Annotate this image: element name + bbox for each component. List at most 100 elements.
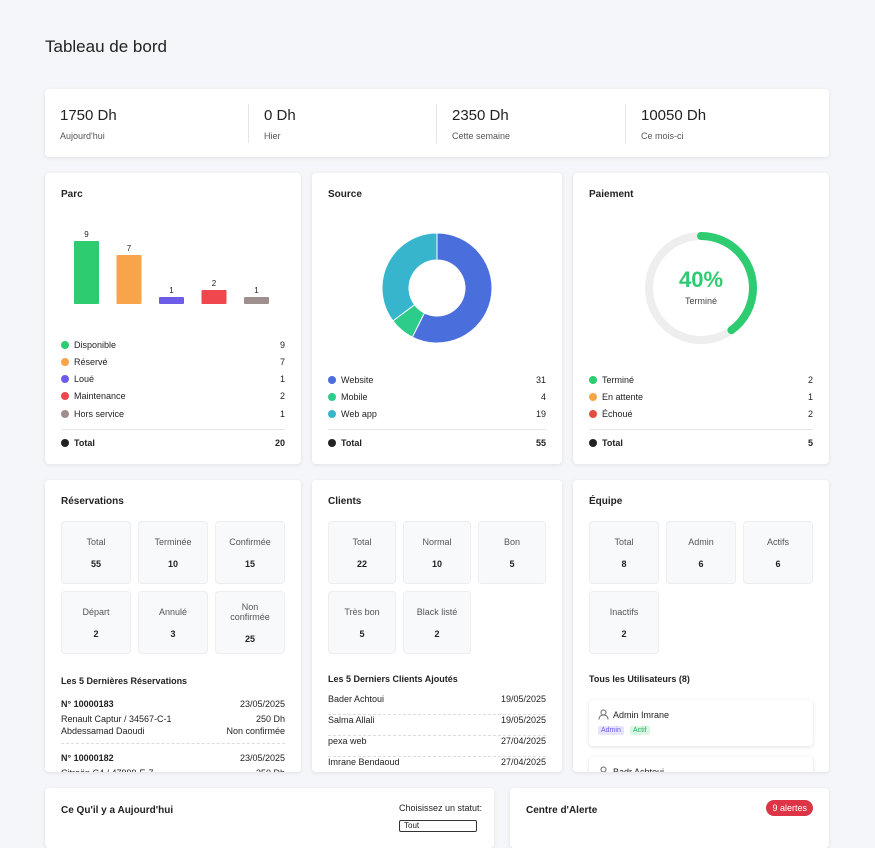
client-name: Bader Achtoui — [328, 694, 385, 704]
legend-label: Loué — [74, 374, 95, 385]
stat-value: 1750 Dh — [60, 107, 117, 124]
section-title: Les 5 Derniers Clients Ajoutés — [328, 674, 458, 684]
card-title: Réservations — [61, 496, 124, 507]
section-title: Tous les Utilisateurs (8) — [589, 674, 690, 684]
stat-box: Très bon 5 — [328, 591, 396, 654]
card-title: Parc — [61, 189, 83, 200]
stat-box: Confirmée 15 — [215, 521, 285, 584]
reservation-status: Non confirmée — [226, 726, 285, 736]
legend-row: Hors service 1 — [61, 405, 285, 422]
divider — [625, 104, 626, 143]
reservation-head: N° 10000183 23/05/2025 — [61, 699, 285, 709]
legend-row: Loué 1 — [61, 371, 285, 388]
box-value: 25 — [244, 633, 255, 644]
legend-label: Terminé — [602, 374, 635, 385]
legend-label: Web app — [341, 409, 377, 420]
total-row: Total 20 — [61, 434, 285, 451]
reservation-vehicle: Citroën C4 / 47999-E-7 — [61, 768, 154, 772]
reservation-client: Abdessamad Daoudi — [61, 726, 145, 736]
reservation-number: N° 10000182 — [61, 753, 114, 763]
box-value: 10 — [167, 558, 178, 569]
legend-row: Réservé 7 — [61, 353, 285, 370]
client-row: Bader Achtoui 19/05/2025 — [328, 694, 546, 715]
bar-label: 7 — [127, 244, 132, 253]
client-row: Imrane Bendaoud 27/04/2025 — [328, 757, 546, 772]
user-icon — [598, 709, 609, 720]
role-badge: Actif — [630, 726, 650, 735]
reservation-vehicle-row: Renault Captur / 34567-C-1 250 Dh — [61, 714, 285, 724]
card-title: Centre d'Alerte — [526, 805, 598, 816]
alert-badge: 9 alertes — [766, 800, 813, 816]
stat-box: Inactifs 2 — [589, 591, 659, 654]
total-row: Total 55 — [328, 434, 546, 451]
reservation-head: N° 10000182 23/05/2025 — [61, 753, 285, 763]
separator — [328, 429, 546, 430]
box-label: Black listé — [416, 606, 458, 617]
legend-dot — [328, 392, 336, 401]
client-name: Imrane Bendaoud — [328, 757, 400, 767]
status-select[interactable]: Tout — [399, 820, 477, 832]
legend-value: 7 — [279, 356, 285, 367]
box-value: 15 — [244, 558, 255, 569]
stat-box: Normal 10 — [403, 521, 471, 584]
stat-grid: Total 55 Terminée 10 Confirmée 15 Départ 2 Annul… — [61, 521, 285, 654]
stat-box: Total 8 — [589, 521, 659, 584]
source-card: Source Website 31 Mobile 4 Web app 19 Total 55 — [312, 173, 562, 464]
divider — [248, 104, 249, 143]
stat-box: Black listé 2 — [403, 591, 471, 654]
box-label: Annulé — [158, 606, 188, 617]
legend-row: Website 31 — [328, 371, 546, 388]
legend-label: Échoué — [602, 409, 633, 420]
stat-label: Aujourd'hui — [60, 131, 105, 141]
box-label: Inactifs — [609, 606, 639, 617]
client-date: 19/05/2025 — [500, 694, 546, 704]
legend-row: Mobile 4 — [328, 388, 546, 405]
legend-dot — [328, 410, 336, 419]
select-value: Tout — [404, 821, 420, 830]
progress-ring: 40% Terminé — [645, 232, 757, 344]
section-title: Les 5 Dernières Réservations — [61, 676, 188, 686]
box-label: Total — [614, 536, 634, 547]
page-title: Tableau de bord — [45, 37, 167, 56]
stat-grid: Total 22 Normal 10 Bon 5 Très bon 5 Black listé 2 — [328, 521, 546, 654]
filter-label: Choisissez un statut: — [399, 803, 483, 813]
box-value: 6 — [775, 558, 781, 569]
legend-label: En attente — [602, 391, 644, 402]
role-badge: Admin — [598, 726, 624, 735]
legend-dot — [61, 392, 69, 401]
legend-value: 31 — [535, 374, 546, 385]
box-value: 5 — [359, 628, 365, 639]
legend-value: 2 — [807, 374, 813, 385]
bar — [201, 290, 227, 304]
stat-value: 10050 Dh — [641, 107, 707, 124]
progress-caption: Terminé — [685, 296, 717, 306]
box-label: Départ — [82, 606, 110, 617]
total-row: Total 5 — [589, 434, 813, 451]
donut-chart — [381, 232, 493, 344]
reservation-vehicle-row: Citroën C4 / 47999-E-7 350 Dh — [61, 768, 285, 772]
user-name: Badr Achtoui — [613, 767, 665, 772]
box-value: 10 — [431, 558, 442, 569]
reservation-date: 23/05/2025 — [239, 699, 285, 709]
reservation-vehicle: Renault Captur / 34567-C-1 — [61, 714, 172, 724]
stat-box: Annulé 3 — [138, 591, 208, 654]
legend-dot — [61, 340, 69, 349]
box-value: 2 — [93, 628, 99, 639]
bar-label: 1 — [169, 286, 174, 295]
legend-dot — [589, 438, 597, 447]
ring-progress — [645, 232, 757, 344]
legend-value: 2 — [807, 409, 813, 420]
box-label: Total — [352, 536, 372, 547]
legend-row: Maintenance 2 — [61, 388, 285, 405]
box-value: 5 — [509, 558, 515, 569]
legend-dot — [61, 357, 69, 366]
card-title: Paiement — [589, 189, 634, 200]
total-value: 20 — [274, 437, 285, 448]
bar — [116, 255, 142, 304]
box-value: 3 — [170, 628, 176, 639]
legend-dot — [328, 438, 336, 447]
legend-value: 1 — [279, 408, 285, 419]
stat-box: Terminée 10 — [138, 521, 208, 584]
legend-label: Hors service — [74, 408, 125, 419]
legend-row: En attente 1 — [589, 388, 813, 405]
